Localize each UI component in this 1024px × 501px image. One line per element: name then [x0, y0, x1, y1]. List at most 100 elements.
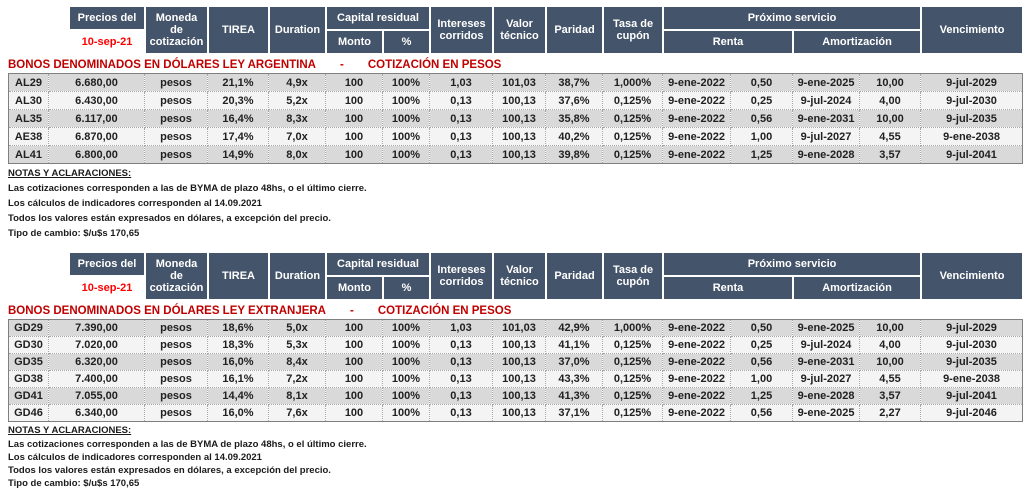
ticker-cell: GD46 [8, 404, 49, 422]
section-title-right: COTIZACIÓN EN PESOS [367, 59, 502, 71]
duration-cell: 7,2x [268, 370, 326, 388]
tirea-cell: 16,4% [207, 109, 269, 128]
amortizacion-monto-cell: 3,57 [859, 145, 921, 164]
precio-cell: 7.400,00 [48, 370, 145, 388]
intereses-corridos-cell: 0,13 [429, 370, 493, 388]
precio-cell: 6.320,00 [48, 353, 145, 371]
valor-tecnico-cell: 100,13 [492, 370, 546, 388]
note-line: Las cotizaciones corresponden a las de B… [8, 183, 367, 194]
intereses-corridos-cell: 0,13 [429, 145, 493, 164]
header-row-top: Precios del Moneda de cotización TIREA D… [68, 5, 1024, 55]
section-title-separator: - [339, 59, 344, 71]
valor-tecnico-cell: 100,13 [492, 353, 546, 371]
intereses-corridos-cell: 0,13 [429, 127, 493, 146]
section-title-right: COTIZACIÓN EN PESOS [377, 305, 512, 317]
intereses-corridos-header: Intereses corridos [429, 5, 495, 55]
section-title: BONOS DENOMINADOS EN DÓLARES LEY EXTRANJ… [8, 305, 1022, 317]
vencimiento-header: Vencimiento [920, 5, 1024, 55]
amortizacion-monto-cell: 10,00 [859, 353, 921, 371]
table-row: GD41 7.055,00 pesos 14,4% 8,1x 100 100% 0,13 100… [8, 387, 1023, 405]
moneda-cell: pesos [144, 127, 208, 146]
intereses-corridos-cell: 0,13 [429, 387, 493, 405]
moneda-header: Moneda de cotización [144, 5, 209, 55]
notes-heading: NOTAS Y ACLARACIONES: [8, 168, 132, 179]
paridad-cell: 37,0% [545, 353, 603, 371]
monto-cell: 100 [325, 387, 383, 405]
tasa-cupon-cell: 0,125% [602, 127, 663, 146]
renta-monto-cell: 0,50 [730, 73, 793, 92]
tirea-cell: 14,9% [207, 145, 269, 164]
renta-monto-cell: 1,00 [730, 127, 793, 146]
renta-monto-cell: 0,25 [730, 91, 793, 110]
vencimiento-cell: 9-jul-2041 [920, 387, 1023, 405]
pct-cell: 100% [382, 336, 430, 354]
table-row: AL35 6.117,00 pesos 16,4% 8,3x 100 100% 0,13 100… [8, 109, 1023, 128]
notes-lines: Las cotizaciones corresponden a las de B… [8, 438, 1022, 490]
notes-block: NOTAS Y ACLARACIONES: Las cotizaciones c… [8, 424, 1022, 490]
tasa-cupon-cell: 0,125% [602, 370, 663, 388]
tasa-cupon-cell: 1,000% [602, 319, 663, 337]
pct-cell: 100% [382, 73, 430, 92]
note-line: Todos los valores están expresados en dó… [8, 465, 331, 476]
amortizacion-fecha-cell: 9-ene-2025 [792, 319, 860, 337]
moneda-cell: pesos [144, 73, 208, 92]
moneda-cell: pesos [144, 404, 208, 422]
tirea-header: TIREA [207, 251, 270, 301]
renta-monto-cell: 0,25 [730, 336, 793, 354]
capital-residual-header: Capital residual [324, 5, 432, 31]
note-line: Todos los valores están expresados en dó… [8, 213, 331, 224]
moneda-cell: pesos [144, 319, 208, 337]
valor-tecnico-cell: 100,13 [492, 336, 546, 354]
renta-monto-cell: 0,56 [730, 404, 793, 422]
paridad-cell: 42,9% [545, 319, 603, 337]
intereses-corridos-cell: 0,13 [429, 336, 493, 354]
amortizacion-monto-cell: 10,00 [859, 109, 921, 128]
amortizacion-fecha-cell: 9-ene-2028 [792, 145, 860, 164]
paridad-cell: 40,2% [545, 127, 603, 146]
precio-cell: 7.020,00 [48, 336, 145, 354]
precios-del-header: Precios del [68, 251, 146, 277]
pct-header: % [381, 29, 432, 55]
paridad-cell: 37,1% [545, 404, 603, 422]
renta-monto-cell: 0,56 [730, 109, 793, 128]
duration-cell: 7,0x [268, 127, 326, 146]
renta-fecha-cell: 9-ene-2022 [662, 370, 731, 388]
ticker-cell: GD30 [8, 336, 49, 354]
pct-cell: 100% [382, 109, 430, 128]
intereses-corridos-cell: 0,13 [429, 404, 493, 422]
valor-tecnico-cell: 100,13 [492, 387, 546, 405]
amortizacion-fecha-cell: 9-ene-2025 [792, 73, 860, 92]
note-line: Los cálculos de indicadores corresponden… [8, 198, 262, 209]
section-ley-argentina: Precios del Moneda de cotización TIREA D… [8, 5, 1024, 241]
amortizacion-fecha-cell: 9-ene-2028 [792, 387, 860, 405]
amortizacion-monto-cell: 4,00 [859, 91, 921, 110]
monto-cell: 100 [325, 319, 383, 337]
duration-header: Duration [268, 5, 327, 55]
section-ley-extranjera: Precios del Moneda de cotización TIREA D… [8, 251, 1024, 490]
tasa-cupon-header: Tasa de cupón [602, 251, 665, 301]
duration-cell: 5,2x [268, 91, 326, 110]
renta-fecha-cell: 9-ene-2022 [662, 387, 731, 405]
vencimiento-cell: 9-jul-2030 [920, 336, 1023, 354]
amortizacion-header: Amortización [792, 29, 923, 55]
renta-fecha-cell: 9-ene-2022 [662, 336, 731, 354]
valor-tecnico-cell: 100,13 [492, 91, 546, 110]
table-row: AL30 6.430,00 pesos 20,3% 5,2x 100 100% 0,13 100… [8, 91, 1023, 110]
note-line: Los cálculos de indicadores corresponden… [8, 452, 262, 463]
pct-cell: 100% [382, 319, 430, 337]
pct-cell: 100% [382, 404, 430, 422]
amortizacion-fecha-cell: 9-jul-2027 [792, 370, 860, 388]
paridad-cell: 39,8% [545, 145, 603, 164]
precio-cell: 7.390,00 [48, 319, 145, 337]
precio-cell: 6.680,00 [48, 73, 145, 92]
vencimiento-cell: 9-jul-2035 [920, 109, 1023, 128]
price-date: 10-sep-21 [68, 29, 146, 55]
paridad-cell: 41,1% [545, 336, 603, 354]
renta-fecha-cell: 9-ene-2022 [662, 91, 731, 110]
renta-header: Renta [662, 29, 795, 55]
tirea-cell: 16,1% [207, 370, 269, 388]
intereses-corridos-header: Intereses corridos [429, 251, 495, 301]
amortizacion-monto-cell: 2,27 [859, 404, 921, 422]
section-title-left: BONOS DENOMINADOS EN DÓLARES LEY EXTRANJ… [8, 305, 326, 317]
duration-header: Duration [268, 251, 327, 301]
